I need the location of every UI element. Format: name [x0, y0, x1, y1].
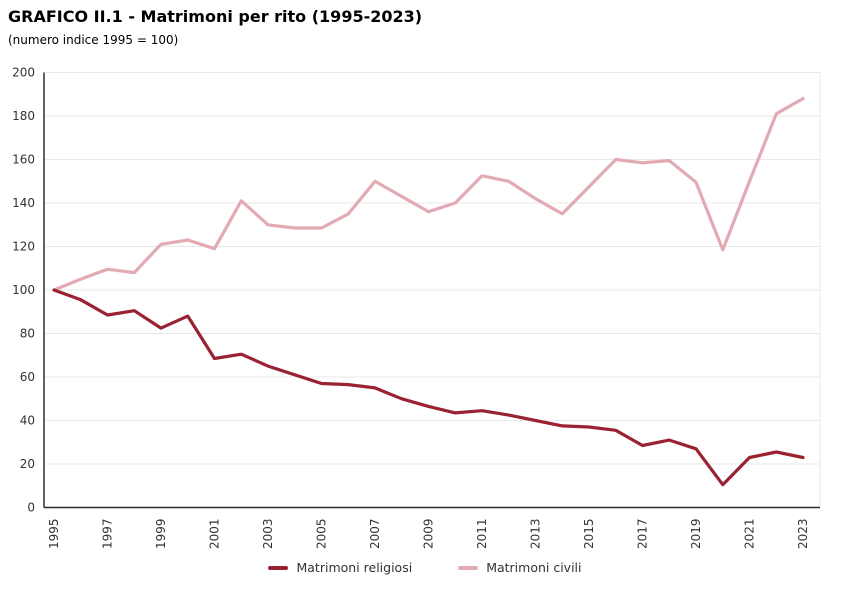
y-axis-label-20: 20: [20, 457, 35, 471]
y-axis-label-80: 80: [20, 327, 35, 341]
x-axis-label-2001: 2001: [208, 519, 222, 550]
x-axis-label-2013: 2013: [529, 519, 543, 550]
y-axis-label-120: 120: [12, 240, 35, 254]
y-axis-label-180: 180: [12, 109, 35, 123]
legend-item-matrimoni-civili: Matrimoni civili: [458, 560, 582, 575]
x-axis-label-2021: 2021: [743, 519, 757, 550]
y-axis-label-100: 100: [12, 283, 35, 297]
series-line-1: [52, 96, 805, 292]
x-axis-label-2015: 2015: [582, 519, 596, 550]
chart-title: GRAFICO II.1 - Matrimoni per rito (1995-…: [8, 7, 423, 26]
legend-label-religiosi: Matrimoni religiosi: [296, 560, 413, 575]
x-axis-label-2017: 2017: [636, 519, 650, 550]
x-axis-label-2011: 2011: [475, 519, 489, 550]
x-axis-label-1997: 1997: [101, 519, 115, 550]
x-axis-label-2009: 2009: [422, 519, 436, 550]
x-axis-label-2019: 2019: [689, 519, 703, 550]
y-axis-label-160: 160: [12, 153, 35, 167]
chart-legend: Matrimoni religiosi Matrimoni civili: [0, 560, 850, 575]
y-axis-label-60: 60: [20, 370, 35, 384]
x-axis-label-1999: 1999: [154, 519, 168, 550]
chart-subtitle: (numero indice 1995 = 100): [8, 33, 179, 47]
x-axis-label-2003: 2003: [261, 519, 275, 550]
legend-marker-religiosi-icon: [268, 565, 289, 570]
x-axis-label-2005: 2005: [315, 519, 329, 550]
legend-label-civili: Matrimoni civili: [486, 560, 582, 575]
x-axis-label-1995: 1995: [47, 519, 61, 550]
legend-item-matrimoni-religiosi: Matrimoni religiosi: [268, 560, 412, 575]
y-axis-label-0: 0: [27, 501, 35, 515]
series-line-0: [52, 288, 805, 487]
y-axis-label-40: 40: [20, 414, 35, 428]
x-axis-label-2007: 2007: [368, 519, 382, 550]
y-axis-label-140: 140: [12, 196, 35, 210]
x-axis-label-2023: 2023: [796, 519, 810, 550]
y-axis-label-200: 200: [12, 66, 35, 80]
legend-marker-civili-icon: [458, 565, 479, 570]
